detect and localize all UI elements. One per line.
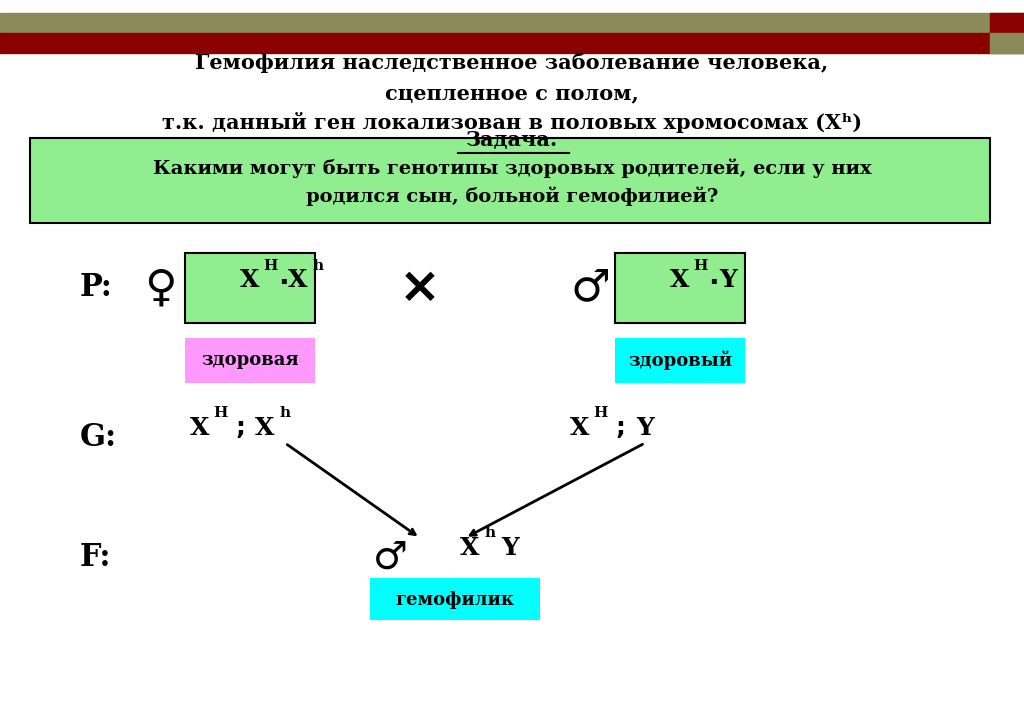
Text: здоровый: здоровый [628,350,732,370]
Text: Y: Y [501,536,519,560]
Text: h: h [312,259,324,273]
Text: ×: × [399,264,441,312]
Text: здоровая: здоровая [201,351,299,369]
Text: Какими могут быть генотипы здоровых родителей, если у них: Какими могут быть генотипы здоровых роди… [153,159,871,178]
Text: X: X [241,268,260,292]
Text: G:: G: [80,423,118,454]
Text: ♂: ♂ [373,539,408,577]
Text: H: H [693,259,708,273]
Text: сцепленное с полом,: сцепленное с полом, [385,83,639,103]
Text: h: h [280,406,291,420]
Text: F:: F: [80,542,112,573]
Bar [0,13,1024,33]
Bar [990,13,1024,33]
Text: ♀: ♀ [143,266,176,309]
Text: H: H [213,406,227,420]
Text: X: X [460,536,480,560]
Text: X: X [190,416,210,440]
FancyBboxPatch shape [615,253,745,323]
FancyBboxPatch shape [615,338,745,383]
Bar [990,33,1024,53]
Text: ·: · [278,269,289,297]
Text: H: H [593,406,607,420]
Text: ♂: ♂ [570,266,610,309]
Text: гемофилик: гемофилик [395,591,514,609]
Text: родился сын, больной гемофилией?: родился сын, больной гемофилией? [306,186,718,206]
Text: P:: P: [80,273,113,304]
Text: Задача.: Задача. [466,130,558,150]
Bar [0,33,1024,53]
Text: h: h [484,526,496,540]
Text: ;: ; [615,416,625,440]
Text: ;: ; [236,416,245,440]
Text: X: X [570,416,590,440]
FancyBboxPatch shape [185,338,315,383]
Text: Y: Y [719,268,737,292]
Text: H: H [263,259,278,273]
FancyBboxPatch shape [185,253,315,323]
Text: Гемофилия наследственное заболевание человека,: Гемофилия наследственное заболевание чел… [196,52,828,73]
Text: Y: Y [636,416,654,440]
Text: т.к. данный ген локализован в половых хромосомах (Xʰ): т.к. данный ген локализован в половых хр… [162,112,862,133]
Text: X: X [255,416,274,440]
Text: X: X [671,268,690,292]
FancyBboxPatch shape [370,578,540,620]
Text: X: X [288,268,308,292]
Text: ·: · [708,269,718,297]
FancyBboxPatch shape [30,138,990,223]
